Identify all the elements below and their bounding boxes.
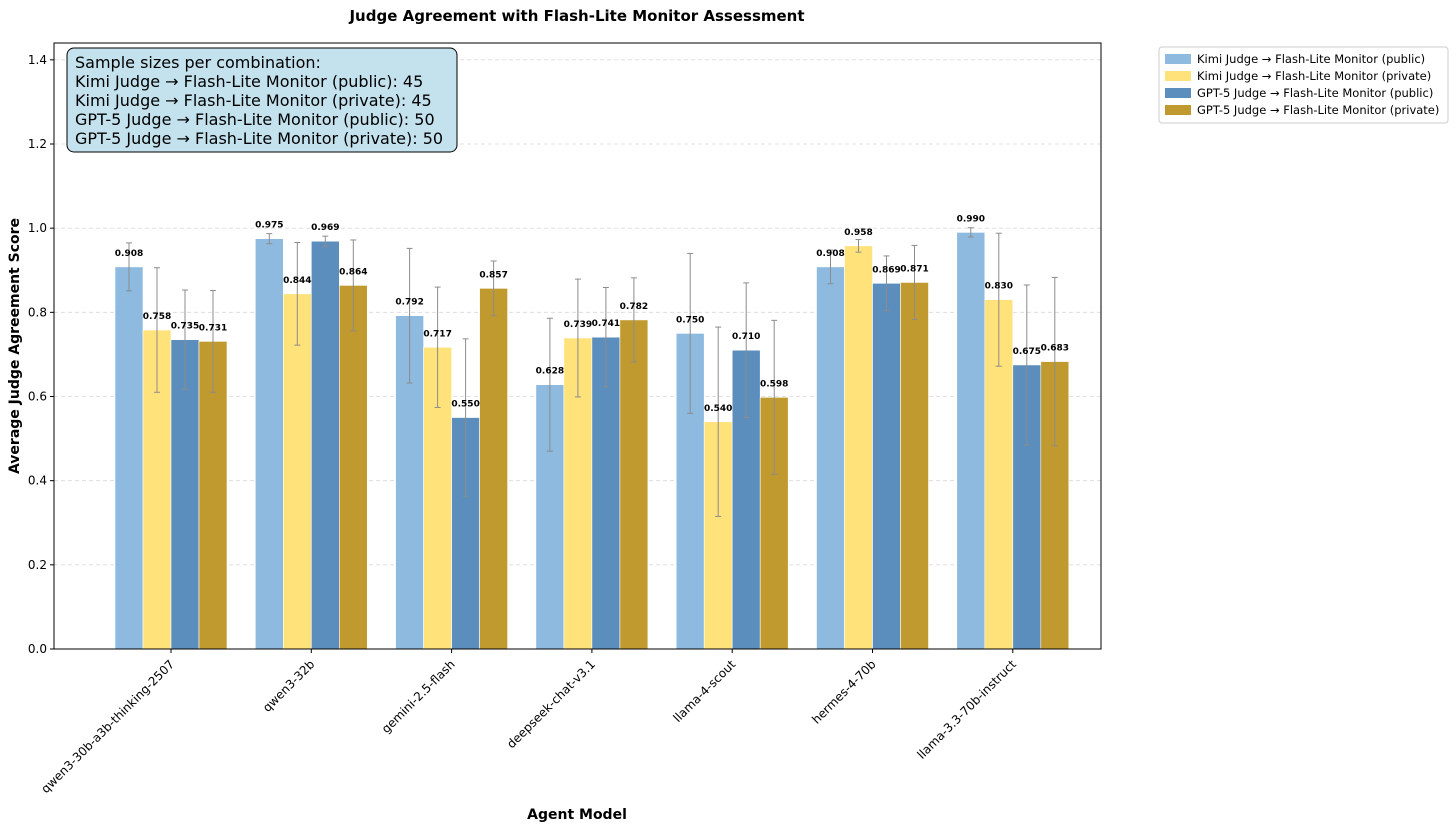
bar [872, 282, 901, 650]
bar [170, 339, 200, 650]
bar [114, 266, 144, 650]
bar [255, 238, 284, 650]
chart-title: Judge Agreement with Flash-Lite Monitor … [348, 7, 804, 25]
x-tick-label: llama-4-scout [671, 657, 739, 725]
data-label: 0.628 [536, 367, 564, 377]
annotation-line: Kimi Judge → Flash-Lite Monitor (public)… [75, 72, 423, 91]
bars [114, 232, 1070, 650]
x-tick-label: llama-3.3-70b-instruct [914, 657, 1019, 762]
data-label: 0.857 [479, 270, 507, 280]
data-label: 0.792 [395, 298, 423, 308]
data-label: 0.990 [957, 214, 985, 224]
data-label: 0.717 [423, 329, 451, 339]
data-label: 0.908 [816, 249, 844, 259]
annotation-line: GPT-5 Judge → Flash-Lite Monitor (public… [75, 110, 435, 129]
annotation-line: Sample sizes per combination: [75, 53, 321, 72]
y-tick-label: 0.2 [28, 558, 47, 572]
data-label: 0.741 [592, 319, 620, 329]
x-tick-label: qwen3-32b [260, 657, 317, 714]
bar [816, 266, 845, 650]
data-label: 0.710 [732, 332, 760, 342]
data-label: 0.908 [115, 249, 143, 259]
bar [900, 282, 929, 650]
legend-swatch [1165, 54, 1191, 64]
data-label: 0.975 [255, 221, 283, 231]
annotation-line: GPT-5 Judge → Flash-Lite Monitor (privat… [75, 129, 443, 148]
x-tick-label: deepseek-chat-v3.1 [504, 657, 598, 751]
data-label: 0.871 [900, 264, 928, 274]
data-label: 0.683 [1041, 344, 1069, 354]
data-label: 0.731 [199, 323, 227, 333]
data-label: 0.750 [676, 315, 704, 325]
x-axis-ticks: qwen3-30b-a3b-thinking-2507 qwen3-32b gemi… [38, 649, 1019, 796]
data-label: 0.969 [311, 223, 339, 233]
bar [310, 240, 340, 650]
data-label: 0.782 [620, 302, 648, 312]
y-tick-label: 1.0 [28, 221, 47, 235]
legend: Kimi Judge → Flash-Lite Monitor (public)… [1158, 46, 1449, 124]
data-label: 0.675 [1013, 347, 1041, 357]
y-tick-label: 0.0 [28, 642, 47, 656]
y-axis-ticks: 0.0 0.2 0.4 0.6 0.8 1.0 1.2 1.4 [28, 53, 54, 656]
annotation-box [66, 47, 458, 153]
legend-swatch [1165, 88, 1191, 98]
bar [338, 285, 368, 650]
legend-label: GPT-5 Judge → Flash-Lite Monitor (privat… [1197, 103, 1439, 117]
legend-label: GPT-5 Judge → Flash-Lite Monitor (public… [1197, 86, 1433, 100]
data-label: 0.869 [872, 265, 900, 275]
data-label: 0.830 [985, 282, 1013, 292]
x-tick-label: hermes-4-70b [809, 657, 878, 726]
data-label: 0.864 [339, 267, 367, 277]
data-label: 0.739 [564, 320, 592, 330]
data-label: 0.758 [143, 312, 171, 322]
x-tick-label: gemini-2.5-flash [379, 657, 458, 736]
legend-swatch [1165, 105, 1191, 115]
x-tick-label: qwen3-30b-a3b-thinking-2507 [38, 657, 177, 796]
bar [282, 293, 312, 650]
error-bars [126, 227, 1058, 517]
annotation-line: Kimi Judge → Flash-Lite Monitor (private… [75, 91, 432, 110]
y-axis-label: Average Judge Agreement Score [7, 218, 23, 474]
legend-label: Kimi Judge → Flash-Lite Monitor (public) [1197, 52, 1425, 66]
y-tick-label: 1.2 [28, 137, 47, 151]
y-tick-label: 0.6 [28, 390, 47, 404]
bar [479, 288, 508, 650]
bar [956, 232, 986, 650]
y-tick-label: 0.4 [28, 474, 47, 488]
data-label: 0.958 [844, 228, 872, 238]
y-tick-label: 1.4 [28, 53, 47, 67]
y-tick-label: 0.8 [28, 305, 47, 319]
legend-label: Kimi Judge → Flash-Lite Monitor (private… [1197, 69, 1431, 83]
sample-size-annotation: Sample sizes per combination: Kimi Judge… [66, 47, 458, 153]
data-label: 0.735 [171, 322, 199, 332]
data-label: 0.598 [760, 379, 788, 389]
legend-frame [1158, 46, 1449, 124]
bar [619, 319, 649, 650]
data-label: 0.550 [451, 400, 479, 410]
x-axis-label: Agent Model [527, 807, 627, 823]
bar [844, 245, 873, 650]
legend-swatch [1165, 71, 1191, 81]
plot-frame [53, 42, 1102, 650]
data-label: 0.844 [283, 276, 311, 286]
data-label: 0.540 [704, 404, 732, 414]
